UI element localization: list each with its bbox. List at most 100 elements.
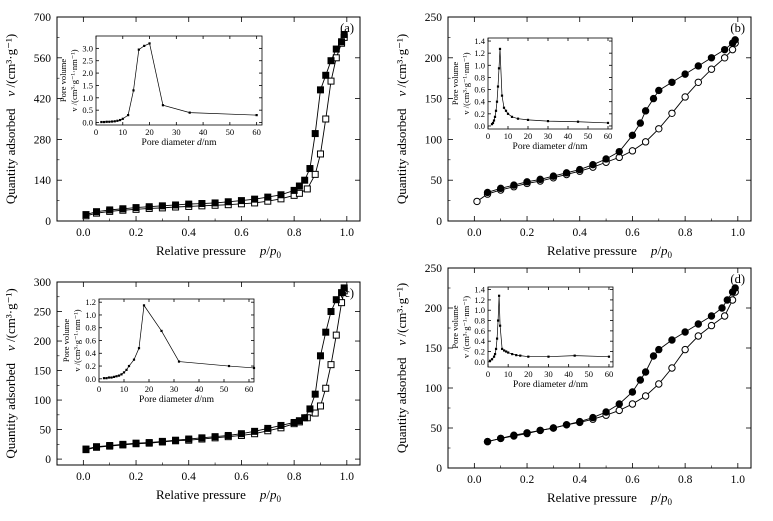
x-axis-label-p0: p — [660, 490, 668, 505]
panel-a-ytick-label: 560 — [34, 53, 52, 65]
inset-d-ytick-label: 1.0 — [474, 305, 485, 315]
inset-d-ytick-label: 0.0 — [474, 357, 485, 367]
data-point-desorption — [718, 304, 726, 312]
panel-c-frame — [56, 281, 361, 466]
inset-c-ytick-label: 0.6 — [85, 335, 96, 345]
panel-c-ytick-label: 100 — [34, 395, 52, 407]
data-point-adsorption — [473, 197, 481, 206]
x-axis-label-slash: / — [657, 243, 661, 258]
inset-data-point — [105, 377, 108, 380]
inset-d-xtick-label: 0 — [486, 369, 490, 379]
inset-data-point — [142, 304, 146, 307]
inset-y-axis-label-top: v /(cm³·g⁻¹·nm⁻¹) — [72, 309, 82, 371]
inset-data-point — [160, 329, 163, 333]
inset-data-point — [490, 358, 494, 361]
inset-data-point — [188, 111, 191, 114]
inset-x-label-unit: /nm — [573, 142, 588, 152]
inset-data-point — [511, 352, 514, 356]
inset-data-point — [137, 48, 140, 51]
data-point-desorption — [549, 172, 558, 180]
inset-b-ytick-label: 0.8 — [474, 72, 485, 82]
data-point-desorption — [306, 165, 314, 173]
inset-d-frame — [487, 286, 614, 368]
data-point-desorption — [185, 435, 193, 443]
panel-c-ytick-label: 250 — [34, 307, 52, 319]
inset-x-label-var: d — [194, 395, 199, 405]
inset-data-point — [161, 104, 165, 107]
inset-c-xtick-label: 40 — [195, 384, 204, 394]
inset-x-label-unit: /nm — [202, 138, 217, 148]
inset-a-ytick-label: 2.5 — [82, 56, 93, 66]
data-point-desorption — [224, 198, 232, 206]
x-axis-label-p: p — [259, 487, 267, 502]
data-point-desorption — [562, 421, 571, 429]
inset-c-ytick-label: 1.2 — [85, 297, 96, 307]
panel-a-ytick-label: 0 — [45, 216, 51, 228]
data-point-desorption — [641, 107, 650, 115]
panel-c-ytick-label: 150 — [34, 366, 52, 378]
x-axis-label-p: p — [650, 490, 658, 505]
inset-data-point — [115, 375, 118, 378]
inset-a-ytick-label: 3.0 — [82, 43, 93, 53]
inset-d: 0 10 20 30 40 50 60 0.00.20.40.60.81.01.21.4 Por… — [450, 285, 614, 390]
x-axis-label-p: p — [259, 243, 267, 258]
inset-a-ytick-label: 1.0 — [82, 93, 93, 103]
y-axis-label: Quantity adsorbed v /(cm³·g⁻¹) — [3, 288, 18, 458]
inset-data-point — [501, 347, 504, 351]
panel-a-xtick-label: 0.4 — [182, 227, 197, 239]
data-point-desorption — [681, 70, 689, 78]
inset-b-xtick-label: 50 — [584, 131, 593, 141]
data-point-desorption — [562, 169, 571, 177]
inset-b-ytick-label: 1.2 — [474, 48, 485, 58]
inset-d-ytick-label: 1.4 — [474, 285, 485, 295]
inset-c-xtick-label: 0 — [97, 384, 101, 394]
inset-data-point — [495, 100, 499, 103]
panel-b-ytick-label: 100 — [425, 134, 443, 146]
y-axis-label: Quantity adsorbed v /(cm³·g⁻¹) — [3, 34, 18, 204]
inset-data-point — [227, 364, 231, 368]
inset-data-point — [113, 120, 116, 123]
data-point-desorption — [510, 181, 518, 189]
panel-c: 0.0 0.2 0.4 0.6 0.8 1.0050100150200250300(c)R… — [3, 277, 361, 504]
data-point-desorption — [290, 186, 298, 194]
data-point-desorption — [119, 205, 127, 213]
data-point-desorption — [132, 204, 140, 212]
data-point-desorption — [589, 160, 597, 169]
panel-b-ytick-label: 0 — [436, 216, 442, 228]
data-point-desorption — [185, 200, 193, 208]
x-axis-label: Relative pressure p/p0 — [547, 490, 673, 507]
inset-data-point — [515, 354, 518, 357]
data-point-adsorption — [303, 185, 311, 193]
inset-c-ytick-label: 0.0 — [85, 374, 96, 384]
x-axis-label: Relative pressure p/p0 — [547, 243, 673, 260]
data-point-desorption — [641, 368, 650, 376]
data-point-desorption — [322, 71, 330, 79]
data-point-desorption — [322, 328, 330, 336]
data-point-desorption — [311, 390, 319, 398]
panel-c-xtick-label: 0.2 — [129, 471, 144, 483]
data-point-desorption — [277, 191, 285, 199]
inset-d-xtick-label: 30 — [544, 369, 553, 379]
data-point-desorption — [615, 400, 623, 408]
data-point-desorption — [628, 131, 637, 140]
inset-c-xtick-label: 10 — [120, 384, 129, 394]
panel-b-ytick-label: 50 — [431, 175, 443, 187]
data-point-desorption — [224, 431, 232, 439]
panel-c-ytick-label: 200 — [34, 336, 52, 348]
panel-b: 0.0 0.2 0.4 0.6 0.8 1.0050100150200250(b)Rela… — [394, 12, 752, 260]
data-point-adsorption — [641, 392, 650, 400]
data-point-desorption — [172, 436, 180, 444]
inset-data-point — [492, 119, 496, 122]
inset-x-axis-label: Pore diameter d/nm — [142, 138, 218, 148]
inset-x-label-unit: /nm — [199, 395, 214, 405]
panel-d-ytick-label: 150 — [425, 343, 443, 355]
data-point-desorption — [649, 94, 658, 103]
inset-y-axis-label-bottom: Pore volume — [450, 62, 460, 105]
y-axis-label-v: v — [394, 340, 409, 346]
data-point-desorption — [316, 352, 324, 360]
inset-data-point — [255, 114, 258, 117]
data-point-desorption — [483, 437, 492, 446]
inset-data-point — [503, 349, 506, 352]
panel-a-ytick-label: 280 — [34, 134, 52, 146]
data-point-adsorption — [628, 400, 637, 408]
